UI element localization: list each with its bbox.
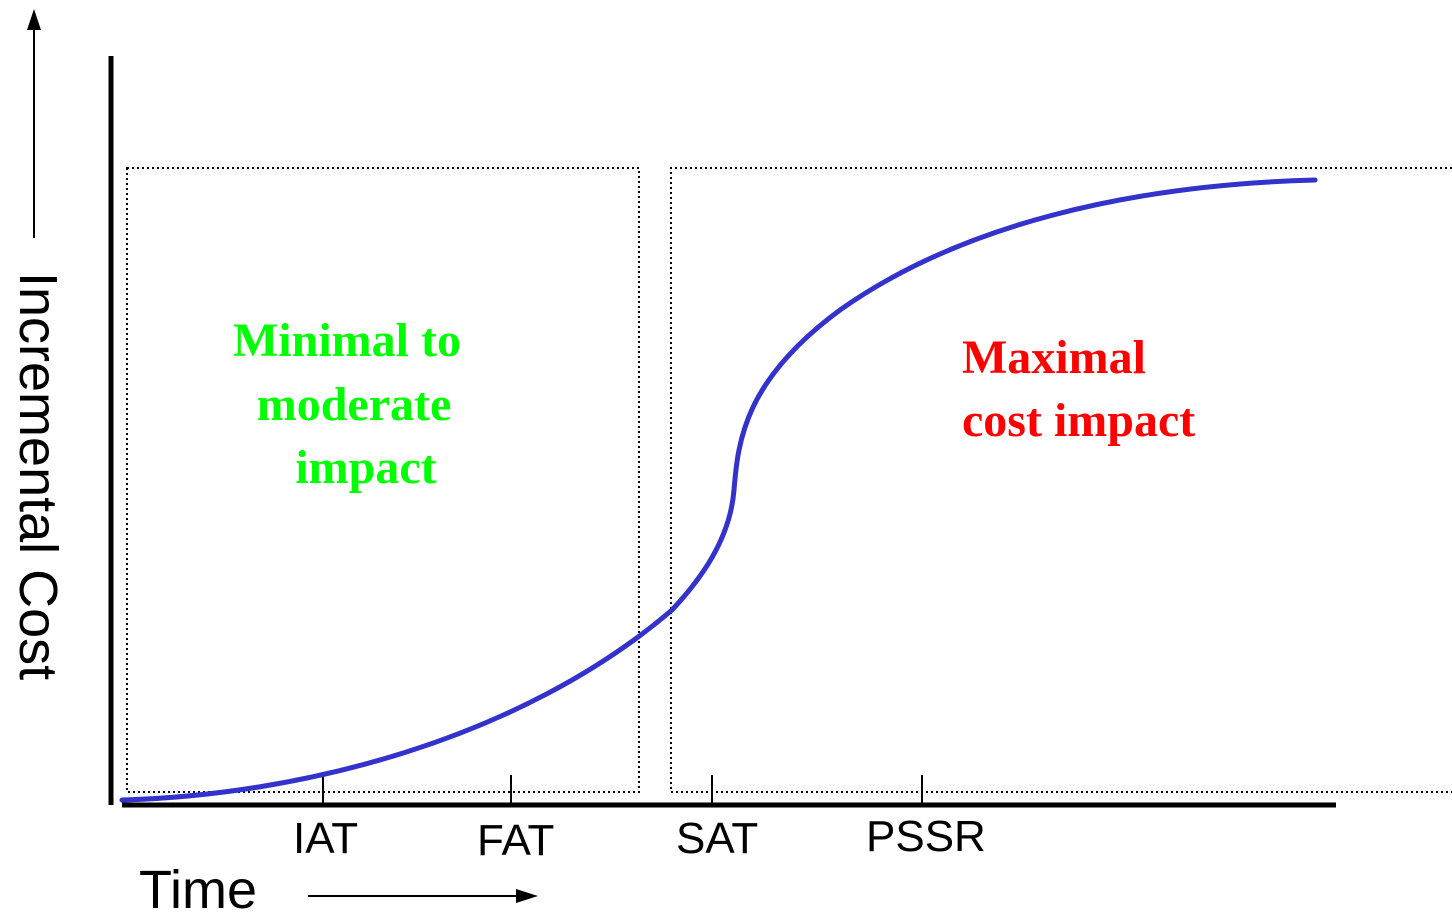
right-region-label: Maximal cost impact: [962, 331, 1195, 447]
milestone-label-iat: IAT: [293, 814, 358, 863]
left-region-label: Minimal to moderate impact: [233, 314, 473, 494]
milestone-label-fat: FAT: [477, 816, 554, 865]
right-region-box: [670, 167, 1452, 793]
left-region-line-2: moderate: [257, 378, 452, 431]
left-region-line-1: Minimal to: [233, 314, 461, 367]
x-axis-title: Time: [139, 860, 257, 917]
x-axis-arrow-head-icon: [516, 889, 538, 903]
milestone-label-sat: SAT: [676, 814, 758, 863]
left-region-line-3: impact: [295, 441, 436, 494]
cost-curve: [119, 177, 1318, 803]
y-axis-title: Incremental Cost: [8, 272, 68, 680]
milestone-label-pssr: PSSR: [866, 812, 986, 861]
right-region-line-2: cost impact: [962, 394, 1195, 447]
y-axis-arrow-head-icon: [27, 9, 41, 30]
left-region-box: [126, 167, 640, 793]
right-region-line-1: Maximal: [962, 331, 1146, 384]
